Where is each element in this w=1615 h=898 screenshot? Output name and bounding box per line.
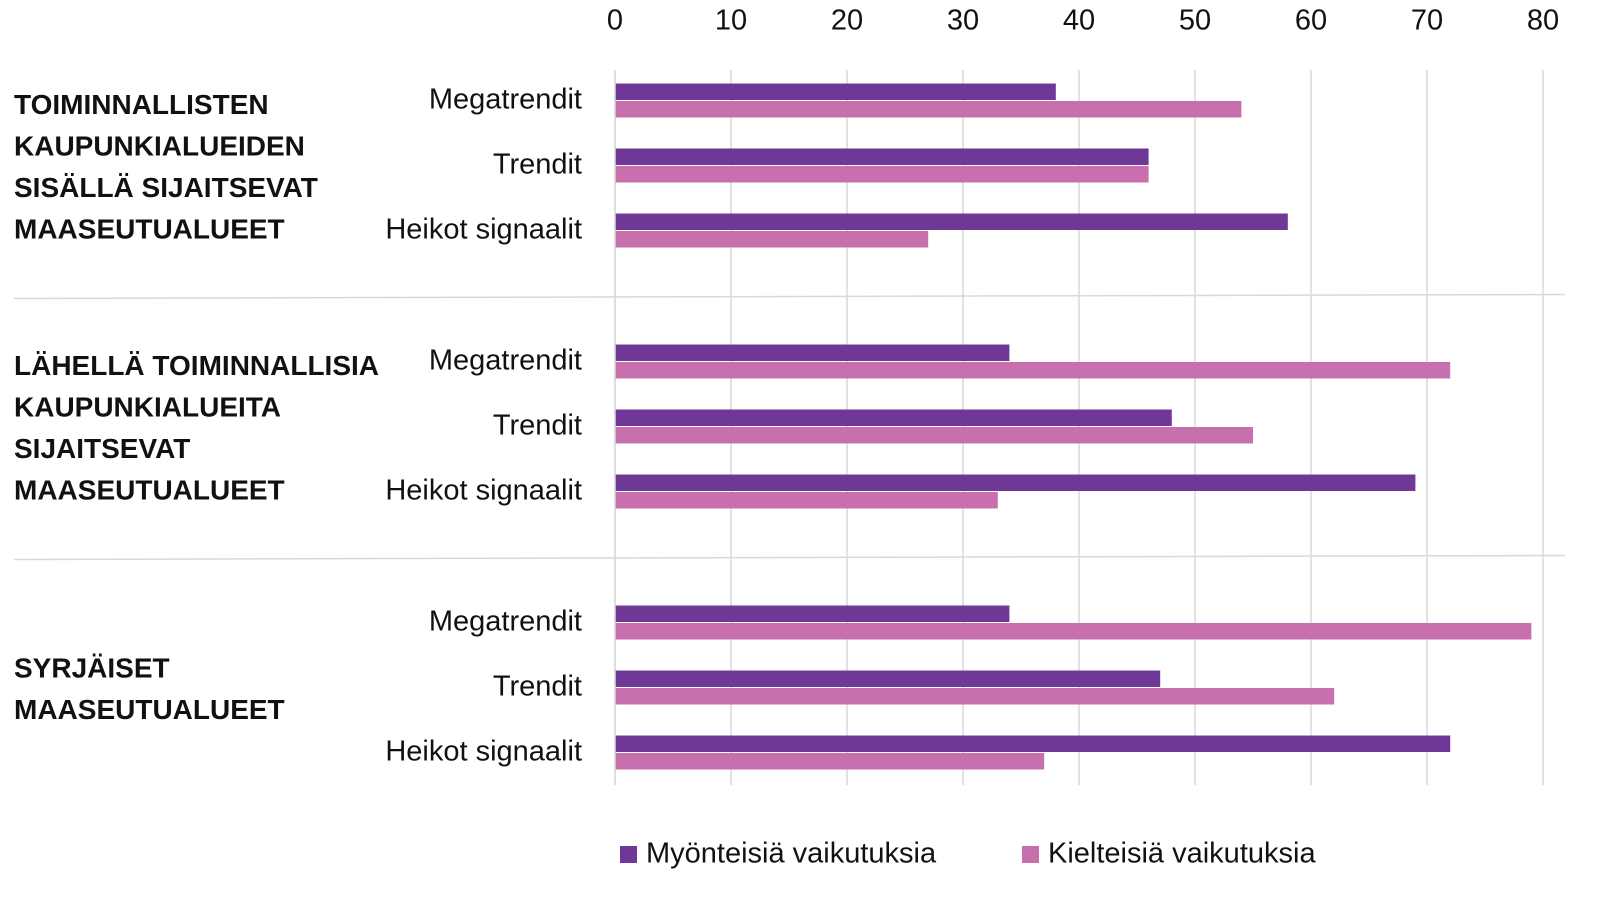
group-label: SYRJÄISET MAASEUTUALUEET <box>14 653 285 726</box>
bar <box>615 166 1149 183</box>
bar <box>615 753 1045 770</box>
bar <box>615 83 1056 100</box>
bar <box>615 623 1532 640</box>
bar <box>615 670 1161 687</box>
x-tick-label: 20 <box>831 5 863 37</box>
legend-swatch <box>1022 846 1039 863</box>
legend-label: Myönteisiä vaikutuksia <box>646 838 937 870</box>
legend-swatch <box>620 846 637 863</box>
bar <box>615 344 1010 361</box>
bar <box>615 213 1288 230</box>
group-label: TOIMINNALLISTEN KAUPUNKIALUEIDEN SISÄLLÄ… <box>14 89 326 245</box>
y-tick-label: Heikot signaalit <box>385 214 582 246</box>
bar <box>615 605 1010 622</box>
y-tick-label: Megatrendit <box>429 345 582 377</box>
legend-label: Kielteisiä vaikutuksia <box>1048 838 1316 870</box>
group-label: LÄHELLÄ TOIMINNALLISIA KAUPUNKIALUEITA S… <box>14 350 386 506</box>
y-tick-label: Megatrendit <box>429 84 582 116</box>
bar <box>615 492 998 509</box>
y-tick-label: Megatrendit <box>429 606 582 638</box>
group-separator <box>13 554 1566 561</box>
x-tick-label: 60 <box>1295 5 1327 37</box>
bar <box>615 735 1451 752</box>
x-tick-label: 10 <box>715 5 747 37</box>
y-tick-label: Heikot signaalit <box>385 736 582 768</box>
bar <box>615 362 1451 379</box>
y-tick-label: Heikot signaalit <box>385 475 582 507</box>
x-tick-label: 50 <box>1179 5 1211 37</box>
y-tick-label: Trendit <box>493 410 582 442</box>
bar <box>615 231 929 248</box>
x-tick-label: 0 <box>607 5 623 37</box>
bar <box>615 148 1149 165</box>
x-tick-label: 30 <box>947 5 979 37</box>
bar <box>615 427 1253 444</box>
group-separator <box>13 293 1566 300</box>
x-tick-label: 80 <box>1527 5 1559 37</box>
bar <box>615 474 1416 491</box>
x-tick-label: 70 <box>1411 5 1443 37</box>
x-tick-label: 40 <box>1063 5 1095 37</box>
y-tick-label: Trendit <box>493 149 582 181</box>
y-tick-label: Trendit <box>493 671 582 703</box>
bar <box>615 409 1172 426</box>
bar <box>615 688 1335 705</box>
bar <box>615 101 1242 118</box>
